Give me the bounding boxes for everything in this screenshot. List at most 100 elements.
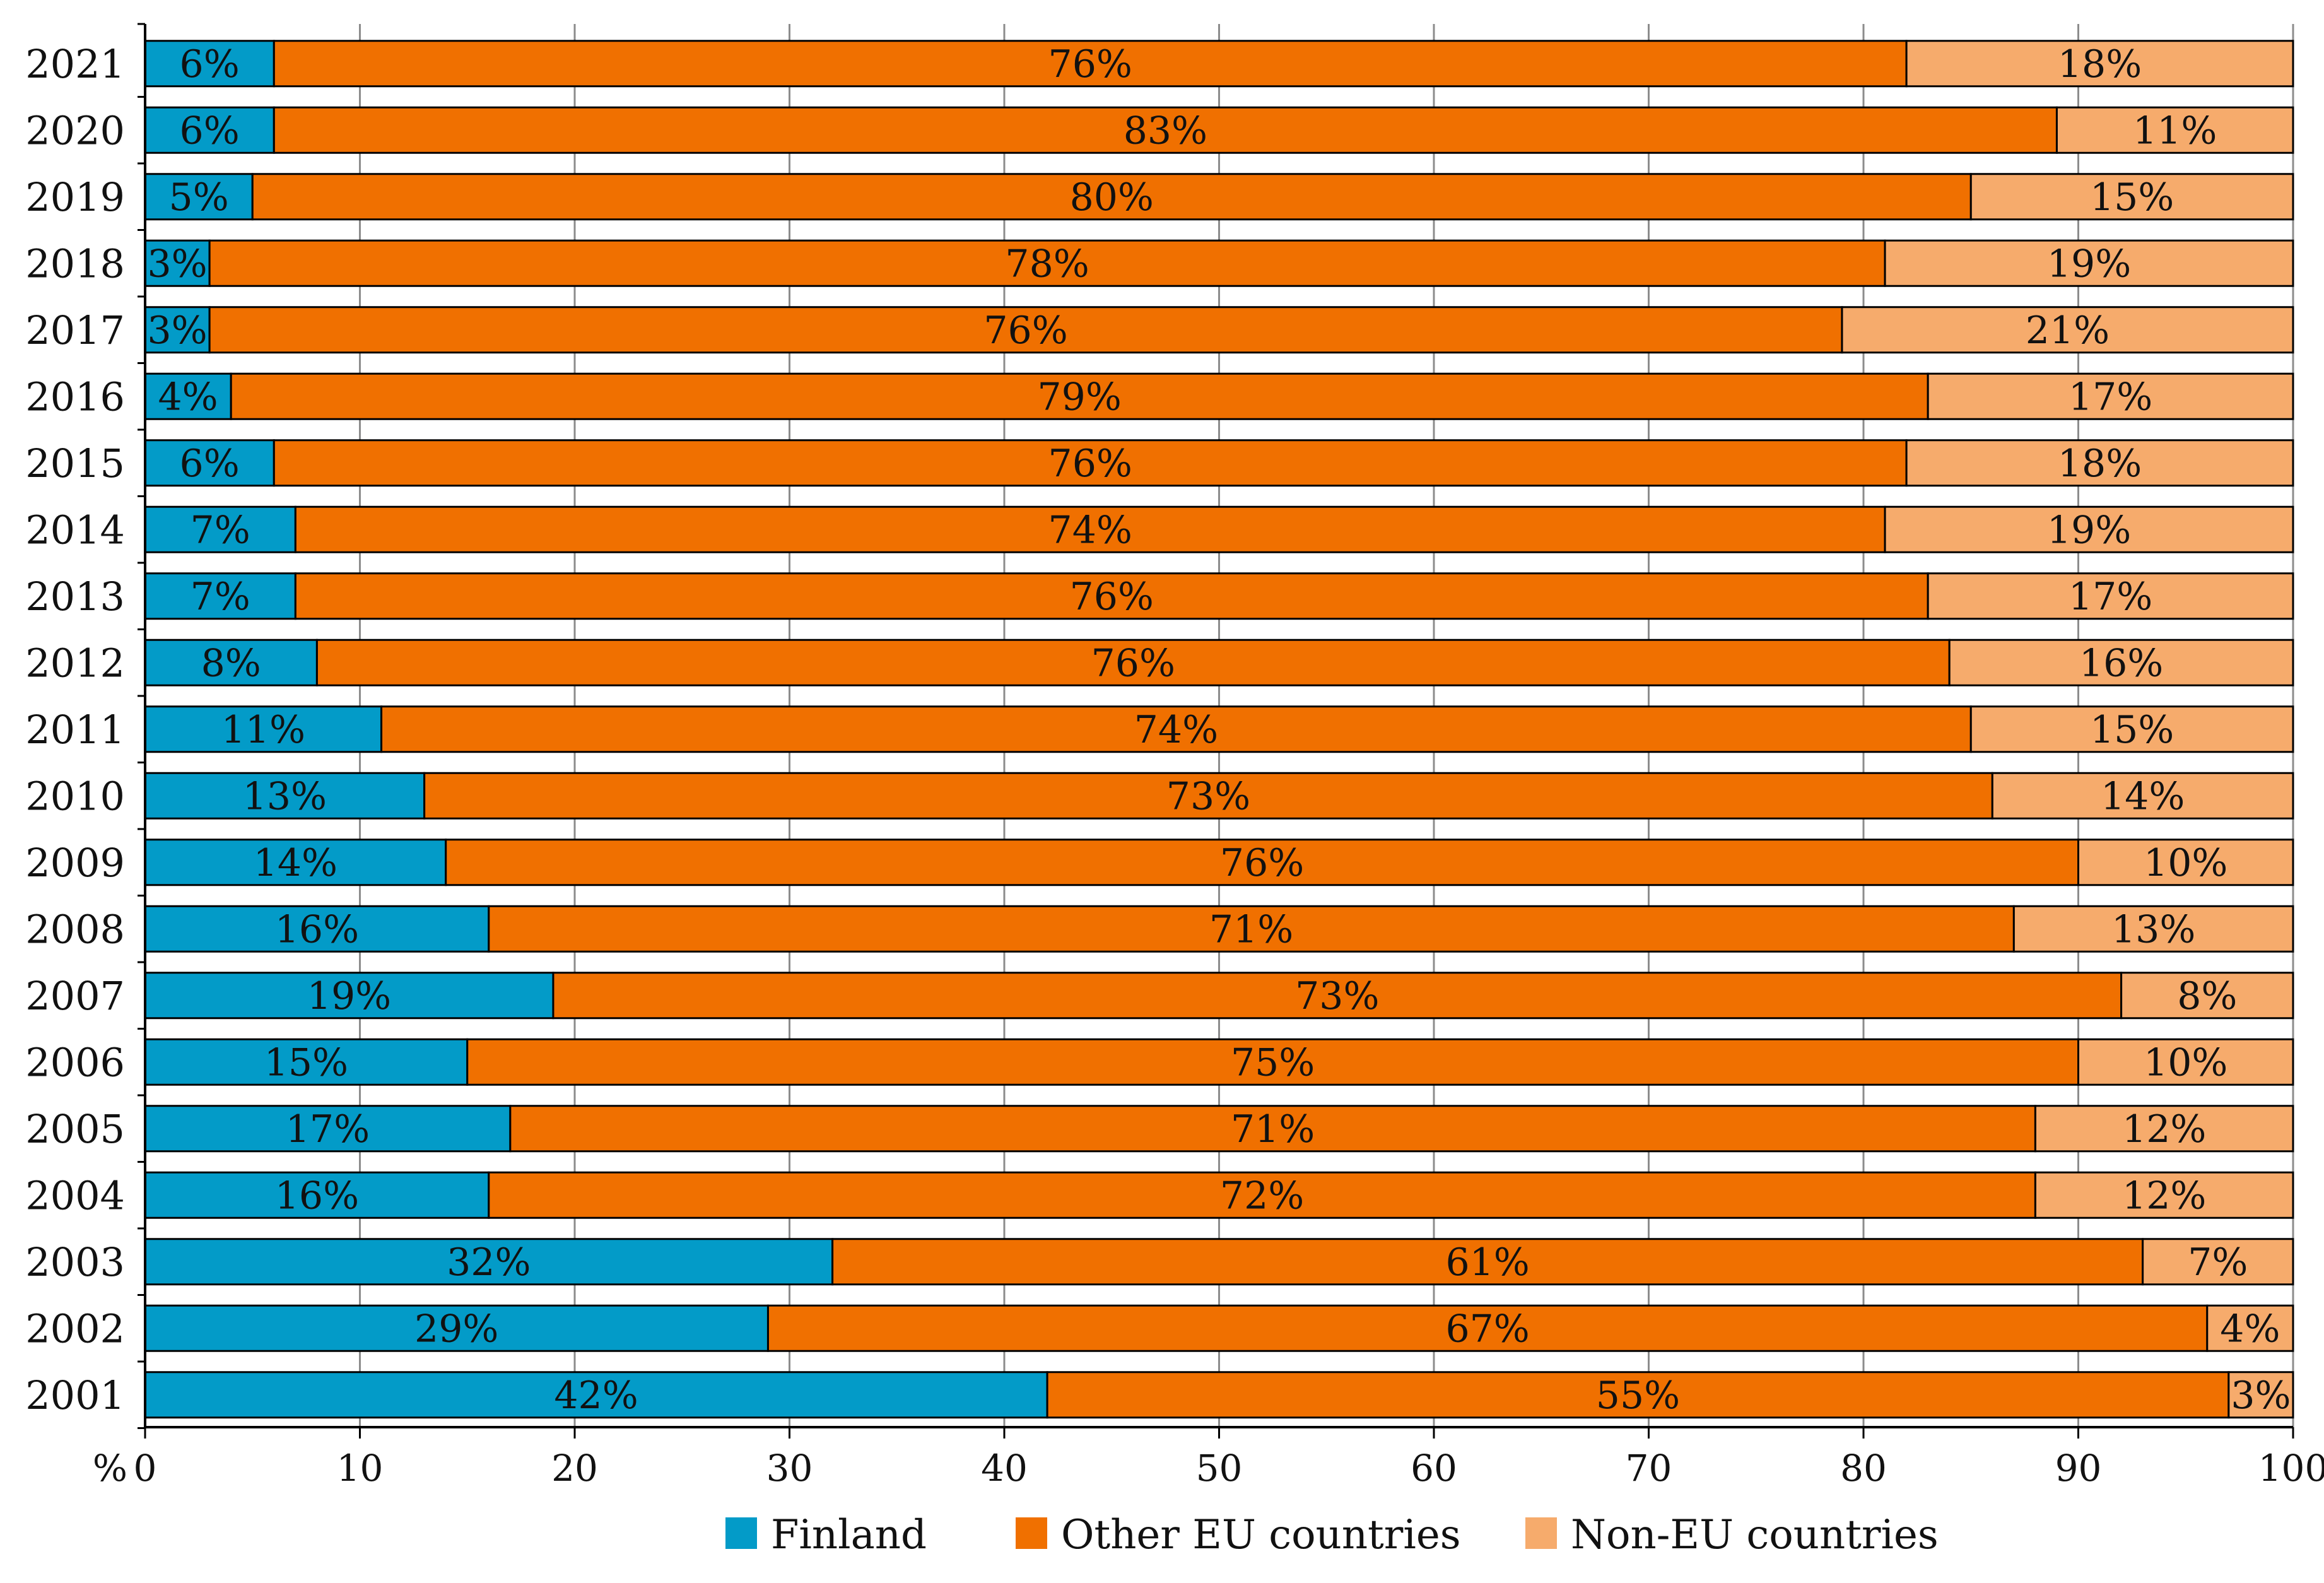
- data-label: 19%: [307, 974, 391, 1018]
- data-label: 7%: [2188, 1240, 2248, 1285]
- data-label: 12%: [2122, 1174, 2206, 1218]
- x-tick-label: 60: [1411, 1447, 1457, 1490]
- legend-swatch-non-eu-countries: [1525, 1517, 1557, 1549]
- x-tick-label: 10: [337, 1447, 384, 1490]
- data-label: 17%: [2069, 575, 2152, 619]
- data-label: 14%: [254, 841, 337, 885]
- bar-segment-other-eu-countries: [466, 1038, 2079, 1086]
- data-label: 42%: [554, 1374, 638, 1418]
- y-tick-label: 2017: [25, 307, 125, 353]
- data-label: 11%: [2133, 109, 2217, 153]
- data-label: 15%: [2090, 175, 2174, 220]
- axis-layer: % 2021 2020 2019 2018 2017 2016 2015 2014 2013 20…: [25, 23, 2324, 1490]
- data-label: 73%: [1295, 974, 1379, 1018]
- bar-segment-other-eu-countries: [552, 972, 2123, 1020]
- y-tick-label: 2002: [25, 1305, 125, 1351]
- bar-segment-non-eu-countries: [1884, 239, 2294, 287]
- x-tick-label: 40: [981, 1447, 1028, 1490]
- y-tick-label: 2003: [25, 1239, 125, 1285]
- data-label: 55%: [1596, 1374, 1680, 1418]
- data-label: 3%: [147, 242, 207, 286]
- bar-segment-other-eu-countries: [423, 772, 1993, 820]
- bar-segment-finland: [144, 1304, 769, 1352]
- data-label: 4%: [2220, 1307, 2280, 1351]
- y-tick-label: 2014: [25, 507, 125, 553]
- data-label: 73%: [1166, 774, 1250, 818]
- y-tick-label: 2016: [25, 374, 125, 420]
- bar-segment-finland: [144, 372, 232, 420]
- bar-segment-non-eu-countries: [2077, 1038, 2294, 1086]
- data-label: 15%: [2090, 708, 2174, 752]
- data-label: 7%: [191, 508, 250, 552]
- data-label: 75%: [1231, 1040, 1315, 1085]
- y-tick-label: 2001: [25, 1372, 125, 1418]
- y-tick-label: 2013: [25, 574, 125, 620]
- legend-label-non-eu-countries: Non-EU countries: [1571, 1512, 1939, 1558]
- y-tick-label: 2020: [25, 107, 125, 153]
- legend-swatch-other-eu-countries: [1016, 1517, 1047, 1549]
- data-label: 13%: [243, 774, 327, 818]
- data-label: 78%: [1005, 242, 1089, 286]
- bar-segment-other-eu-countries: [273, 40, 1908, 88]
- bar-segment-other-eu-countries: [251, 173, 1972, 221]
- data-label: 18%: [2058, 442, 2142, 486]
- bar-segment-finland: [144, 638, 318, 686]
- data-label: 71%: [1209, 907, 1293, 951]
- data-label: 12%: [2122, 1107, 2206, 1151]
- bar-segment-other-eu-countries: [831, 1238, 2144, 1286]
- data-label: 18%: [2058, 42, 2142, 86]
- x-axis-unit-label: %: [93, 1447, 127, 1490]
- bar-segment-non-eu-countries: [2034, 1105, 2294, 1153]
- data-label: 6%: [180, 442, 240, 486]
- data-label: 72%: [1220, 1174, 1304, 1218]
- bar-segment-finland: [144, 1238, 834, 1286]
- y-tick-label: 2021: [25, 41, 125, 87]
- y-tick-label: 2006: [25, 1039, 125, 1085]
- data-label: 29%: [414, 1307, 498, 1351]
- y-tick-label: 2004: [25, 1172, 125, 1218]
- data-label: 3%: [147, 309, 207, 353]
- data-label: 76%: [1220, 841, 1304, 885]
- data-label: 4%: [158, 375, 218, 419]
- x-tick-label: 0: [134, 1447, 157, 1490]
- y-tick-label: 2018: [25, 240, 125, 286]
- bar-segment-other-eu-countries: [488, 905, 2015, 953]
- bar-segment-other-eu-countries: [766, 1304, 2209, 1352]
- bar-segment-non-eu-countries: [2034, 1171, 2294, 1219]
- bar-segment-non-eu-countries: [1969, 173, 2294, 221]
- y-tick-label: 2008: [25, 906, 125, 952]
- x-tick-label: 30: [766, 1447, 813, 1490]
- data-label: 15%: [264, 1040, 348, 1085]
- bar-segment-finland: [144, 1105, 512, 1153]
- x-tick-label: 50: [1196, 1447, 1243, 1490]
- y-tick-label: 2011: [25, 707, 125, 753]
- legend: Finland Other EU countries Non-EU countrie…: [725, 1512, 1939, 1558]
- y-tick-label: 2019: [25, 174, 125, 220]
- data-label: 8%: [201, 641, 261, 685]
- legend-label-other-eu-countries: Other EU countries: [1061, 1512, 1461, 1558]
- bar-segment-non-eu-countries: [1927, 572, 2294, 620]
- data-label: 83%: [1124, 109, 1207, 153]
- bar-segment-non-eu-countries: [2142, 1238, 2294, 1286]
- legend-label-finland: Finland: [771, 1512, 927, 1558]
- bar-segment-finland: [144, 439, 275, 487]
- x-tick-label: 80: [1840, 1447, 1887, 1490]
- bar-segment-non-eu-countries: [1841, 306, 2294, 354]
- data-label: 17%: [286, 1107, 370, 1151]
- data-label: 11%: [221, 708, 305, 752]
- data-label: 76%: [1048, 42, 1132, 86]
- bar-segment-other-eu-countries: [1046, 1371, 2230, 1419]
- data-label: 19%: [2047, 242, 2131, 286]
- bar-segment-other-eu-countries: [445, 839, 2080, 886]
- bar-segment-non-eu-countries: [1905, 439, 2294, 487]
- bar-segment-non-eu-countries: [1927, 372, 2294, 420]
- bar-segment-other-eu-countries: [273, 106, 2058, 154]
- bar-segment-finland: [144, 173, 254, 221]
- bar-segment-non-eu-countries: [2055, 106, 2294, 154]
- data-label: 6%: [180, 109, 240, 153]
- legend-swatch-finland: [725, 1517, 757, 1549]
- data-label: 19%: [2047, 508, 2131, 552]
- data-label: 21%: [2026, 309, 2110, 353]
